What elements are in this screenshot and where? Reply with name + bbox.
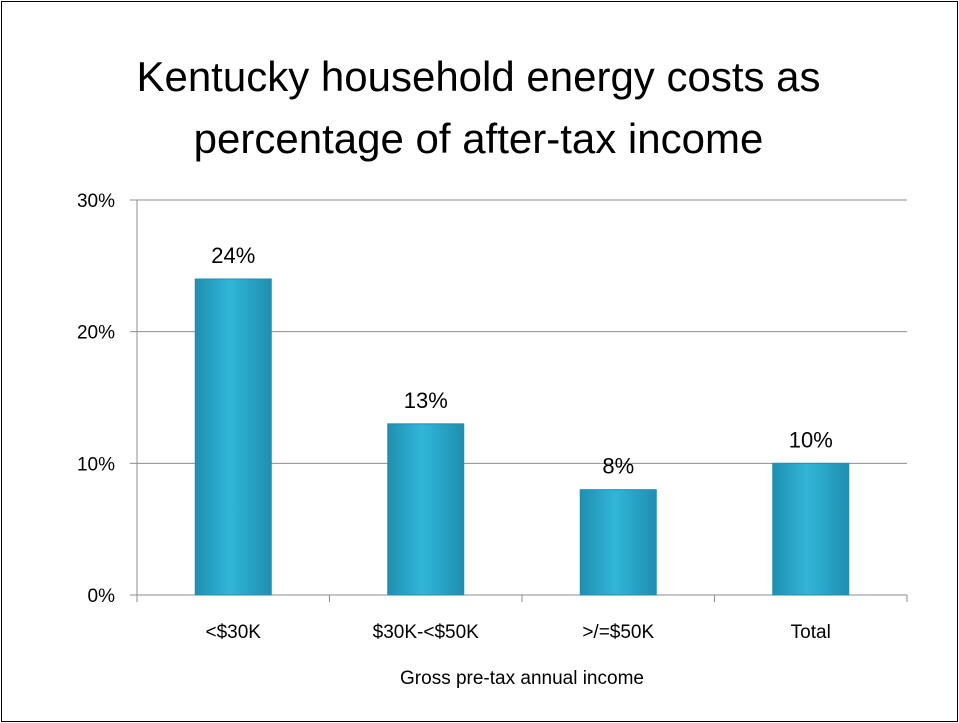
bar (579, 489, 657, 596)
category-label: <$30K (206, 622, 262, 643)
chart-title: Kentucky household energy costs as perce… (0, 46, 957, 170)
category-labels: <$30K $30K-<$50K >/=$50K Total (206, 622, 831, 643)
y-tick-label: 20% (77, 323, 115, 344)
data-label: 13% (404, 388, 448, 413)
data-label: 10% (789, 427, 833, 452)
y-tick-label: 0% (88, 586, 116, 607)
y-tick-labels: 0% 10% 20% 30% (77, 191, 115, 607)
category-label: Total (791, 622, 831, 643)
y-tick-label: 30% (77, 191, 115, 212)
bar (194, 278, 272, 596)
category-label: >/=$50K (582, 622, 654, 643)
category-label: $30K-<$50K (373, 622, 479, 643)
bars (194, 278, 850, 596)
bar (772, 462, 850, 596)
data-label: 24% (211, 243, 255, 268)
bar (387, 423, 465, 596)
data-labels: 24% 13% 8% 10% (211, 243, 833, 479)
chart-title-line-1: Kentucky household energy costs as (136, 53, 821, 100)
data-label: 8% (602, 454, 634, 479)
x-axis-title: Gross pre-tax annual income (400, 668, 644, 689)
chart-title-line-2: percentage of after-tax income (193, 115, 764, 162)
y-tick-label: 10% (77, 454, 115, 475)
